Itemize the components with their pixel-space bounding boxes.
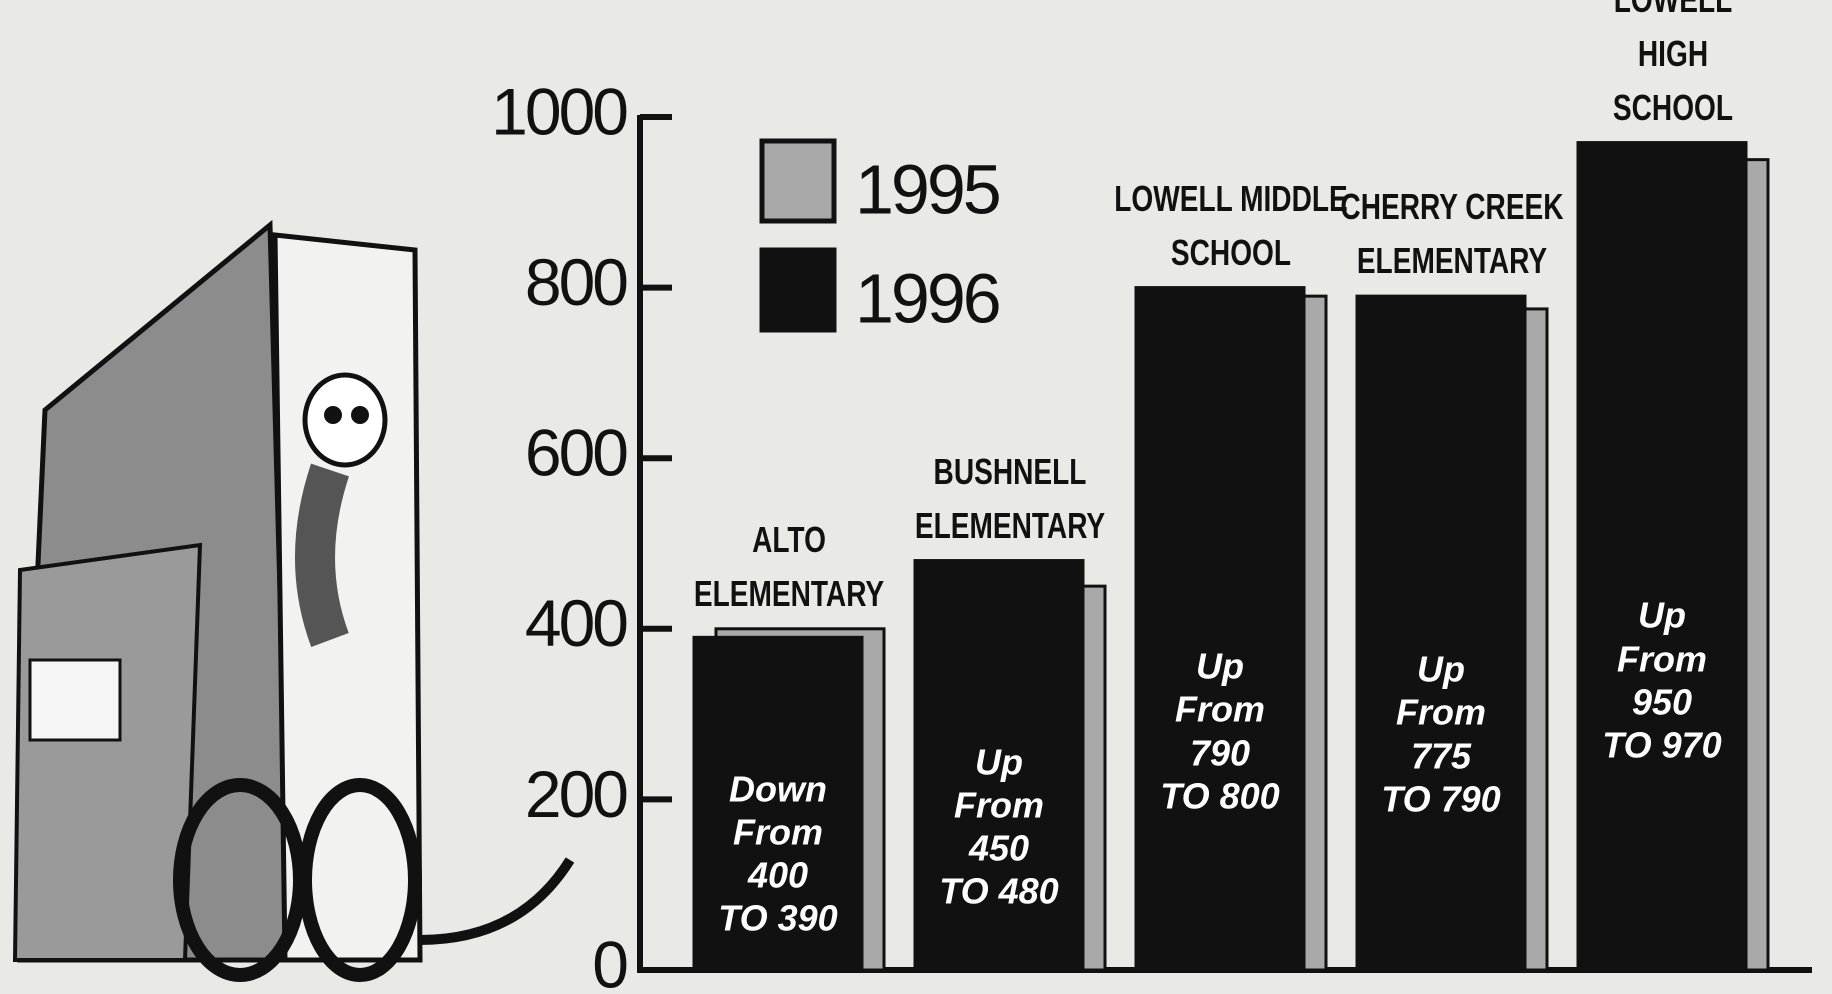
bar-annotation: Up From 790 TO 800: [1160, 645, 1279, 818]
y-tick-label: 200: [525, 757, 627, 831]
category-label: ALTO ELEMENTARY: [694, 513, 884, 621]
bar-annotation: Up From 950 TO 970: [1602, 594, 1721, 767]
y-tick-label: 1000: [491, 74, 627, 148]
bar: [1578, 143, 1746, 970]
category-label: LOWELL MIDDLE SCHOOL: [1114, 172, 1347, 280]
bar: [1357, 296, 1525, 970]
bar-annotation: Up From 450 TO 480: [939, 740, 1058, 913]
y-tick-label: 0: [592, 927, 627, 994]
y-tick-label: 800: [525, 245, 627, 319]
cartoon: [15, 225, 570, 975]
legend-swatch: [762, 250, 834, 330]
y-tick-label: 600: [525, 416, 627, 490]
y-tick-label: 400: [525, 586, 627, 660]
bar: [1136, 288, 1304, 970]
bar-annotation: Down From 400 TO 390: [718, 767, 837, 940]
legend-label: 1995: [855, 150, 999, 228]
category-label: LOWELL HIGH SCHOOL: [1611, 0, 1735, 135]
bar-annotation: Up From 775 TO 790: [1381, 648, 1500, 821]
category-label: BUSHNELL ELEMENTARY: [915, 445, 1105, 553]
legend-swatch: [762, 141, 834, 221]
category-label: CHERRY CREEK ELEMENTARY: [1340, 180, 1563, 288]
chart-page: 0 200 400 600 800 1000 1995 1996 ALTO ELEMENTAR…: [0, 0, 1832, 994]
legend-label: 1996: [855, 259, 999, 337]
